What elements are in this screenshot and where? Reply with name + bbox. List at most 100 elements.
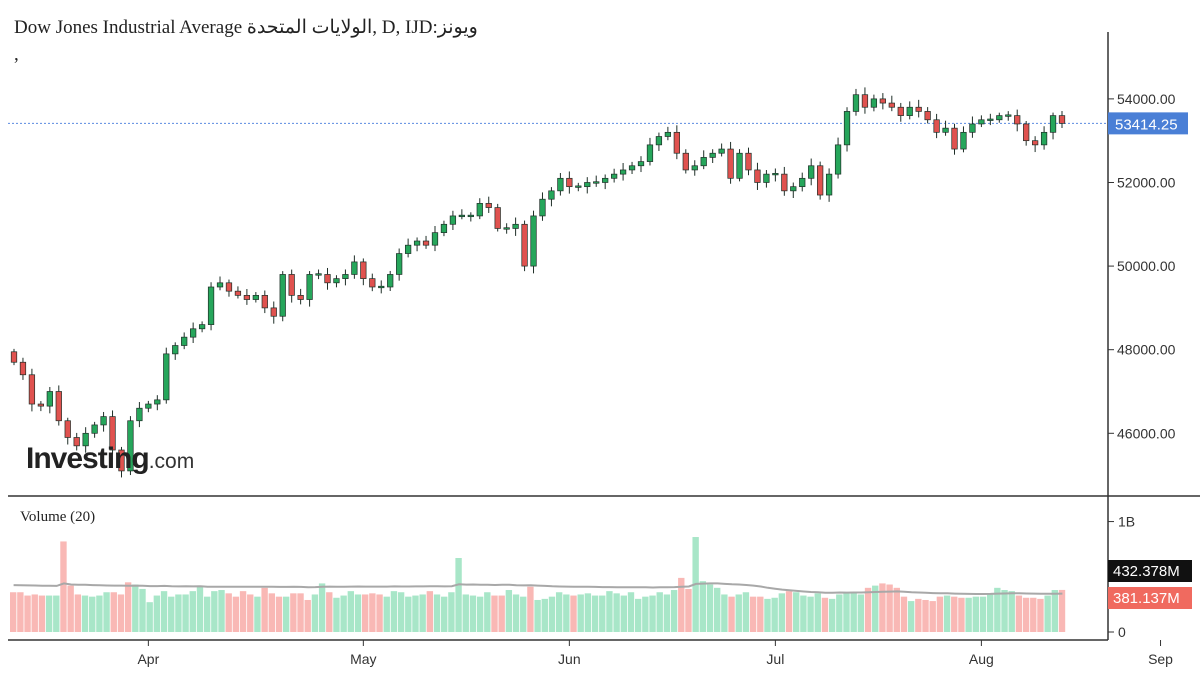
volume-bar [31,594,38,632]
volume-bar [900,596,908,632]
volume-bar [340,595,347,632]
logo-suffix-text: .com [148,450,195,473]
volume-bar [1037,598,1044,632]
volume-bar [778,593,786,632]
volume-bar [89,596,96,632]
volume-bar [929,601,936,632]
candle-body [64,420,71,438]
volume-bar [793,592,800,632]
candle-body [611,173,618,179]
candle-body [557,177,564,192]
volume-bar [670,590,678,632]
volume-bar [785,591,793,632]
volume-bar [462,594,469,632]
candle-body [494,207,501,229]
volume-bar [979,596,987,632]
volume-bar [642,596,649,632]
month-label: Jul [766,651,784,667]
candle-body [190,328,197,338]
candle-body [951,127,958,150]
candle-body [10,351,18,363]
volume-bar [146,602,153,632]
volume-bar [505,590,513,632]
volume-bar [117,594,125,632]
month-label: Apr [137,651,159,667]
volume-bar [728,596,735,632]
volume-bar [807,596,814,632]
candle-body [646,144,654,162]
candle-body [37,403,44,407]
volume-bar [534,599,541,632]
candle-body [709,152,716,158]
candle-body [485,203,492,208]
volume-bar [735,594,742,632]
volume-bar [994,587,1001,632]
volume-last-label: 381.137M [1113,590,1180,607]
volume-bar [433,594,441,632]
volume-bar [354,594,362,632]
volume-bar [886,584,893,632]
candle-body [852,94,860,112]
volume-bar [333,597,340,632]
candle-body [458,214,465,218]
volume-bar [311,594,319,632]
volume-bar [828,598,836,632]
candle-body [360,261,367,279]
volume-bar [469,595,477,632]
volume-bar [225,593,232,632]
candle-body [207,286,215,325]
logo-main-text: Investing [26,442,150,475]
price-tick-label: 54000.00 [1117,91,1176,107]
volume-bar [836,594,843,632]
chart-title-continuation: , [14,44,19,65]
candle-body [942,127,949,133]
volume-bar [326,592,333,632]
candle-body [503,227,510,230]
volume-bar [771,597,778,632]
candle-body [324,274,331,284]
volume-ma-badge [1108,560,1192,582]
volume-bar [1008,591,1015,632]
candle-body [351,261,358,275]
volume-bar [606,591,613,632]
volume-bar [239,591,247,632]
volume-bar [843,593,850,632]
volume-bar [922,599,929,632]
volume-bar [81,595,89,632]
month-label: Jun [558,651,581,667]
candle-body [602,177,609,183]
candle-body [198,324,206,330]
volume-bar [1044,595,1051,632]
candle-body [91,424,98,434]
volume-bar [405,596,412,632]
volume-bar [290,593,297,632]
price-tick-label: 52000.00 [1117,174,1176,190]
volume-bar [211,591,218,632]
current-price-label: 53414.25 [1115,116,1178,133]
volume-bar [139,588,146,632]
volume-bar [441,596,448,632]
candle-body [978,119,985,125]
volume-bar [247,594,254,632]
volume-bar [627,592,635,632]
candle-body [933,119,940,133]
volume-bar [419,594,426,632]
candle-body [118,449,125,472]
candle-body [897,106,904,116]
candle-body [154,399,161,405]
volume-bar [1015,595,1023,632]
volume-ma-label: 432.378M [1113,563,1180,580]
volume-bar [232,596,240,632]
volume-bar [491,595,498,632]
volume-bar [986,593,994,632]
candle-body [664,131,672,137]
candle-body [82,432,89,447]
volume-bar [124,582,132,632]
candle-body [279,274,286,317]
volume-bar [132,584,139,632]
candle-body [46,391,53,407]
candle-body [584,182,591,188]
volume-bar [879,583,886,632]
volume-bar [60,541,67,632]
volume-bar [591,595,599,632]
